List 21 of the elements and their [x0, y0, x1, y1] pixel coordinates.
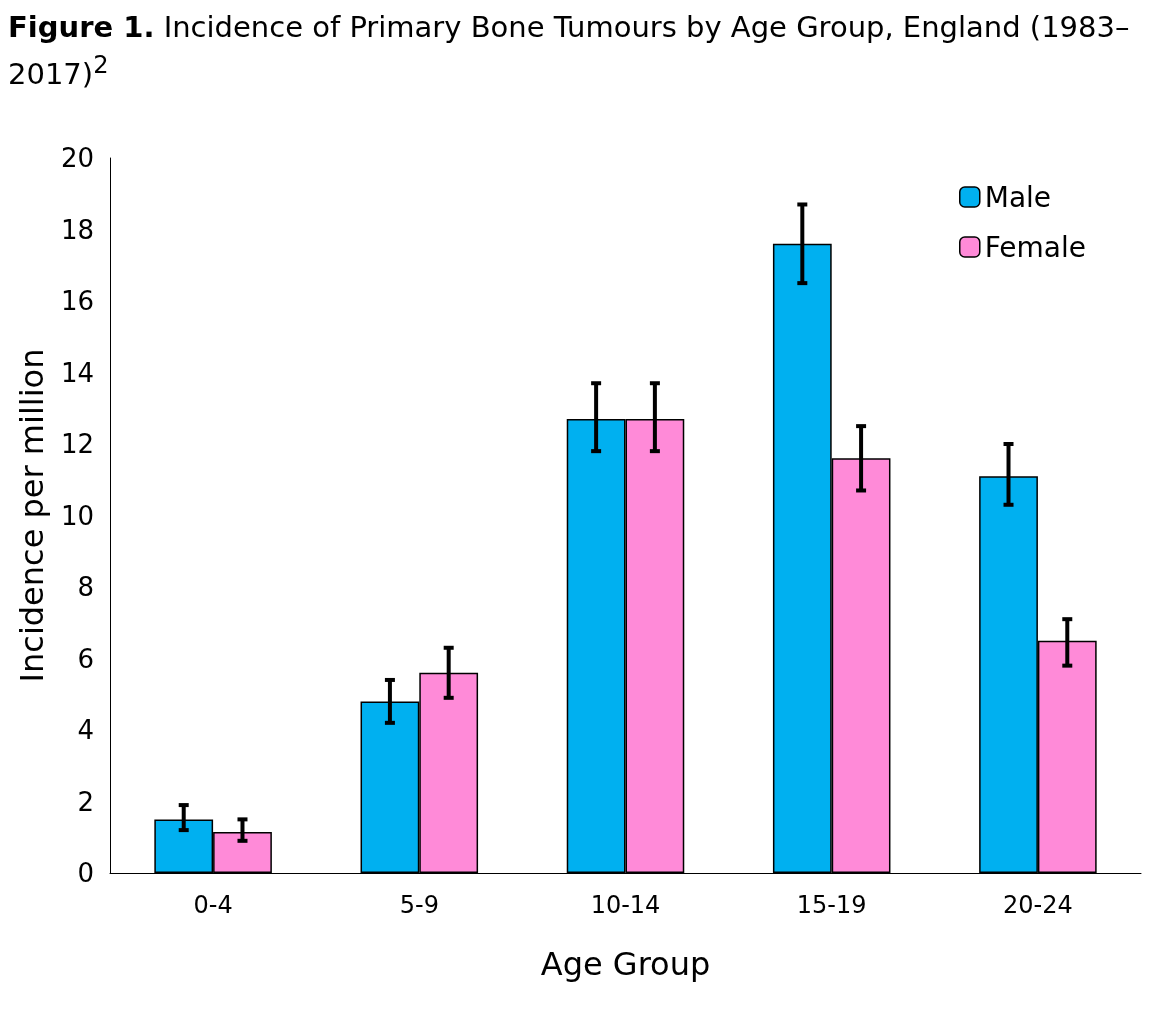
x-tick-label: 10-14 — [590, 891, 661, 919]
y-tick-label: 12 — [60, 429, 94, 459]
y-tick-label: 16 — [60, 286, 94, 316]
y-tick-label: 10 — [60, 500, 94, 531]
chart-title: Figure 1. Incidence of Primary Bone Tumours by Age Group, England (1983–2017)$^{2}$ — [8, 10, 1130, 91]
y-axis-title: Incidence per million — [13, 348, 51, 683]
y-tick-label: 2 — [77, 786, 94, 817]
y-tick-label: 4 — [77, 715, 94, 745]
legend-label: Female — [984, 230, 1087, 264]
x-tick-label: 0-4 — [193, 891, 233, 919]
y-tick-label: 14 — [60, 357, 94, 388]
y-tick-label: 6 — [77, 643, 94, 674]
y-tick-label: 18 — [60, 214, 94, 245]
x-tick-label: 5-9 — [399, 891, 439, 919]
y-tick-label: 20 — [60, 143, 94, 173]
y-tick-label: 0 — [77, 858, 94, 888]
x-tick-label: 20-24 — [1003, 891, 1073, 919]
x-axis-title: Age Group — [540, 945, 711, 983]
y-tick-label: 8 — [77, 572, 94, 602]
legend-label: Male — [984, 180, 1052, 214]
x-tick-label: 15-19 — [796, 891, 867, 919]
